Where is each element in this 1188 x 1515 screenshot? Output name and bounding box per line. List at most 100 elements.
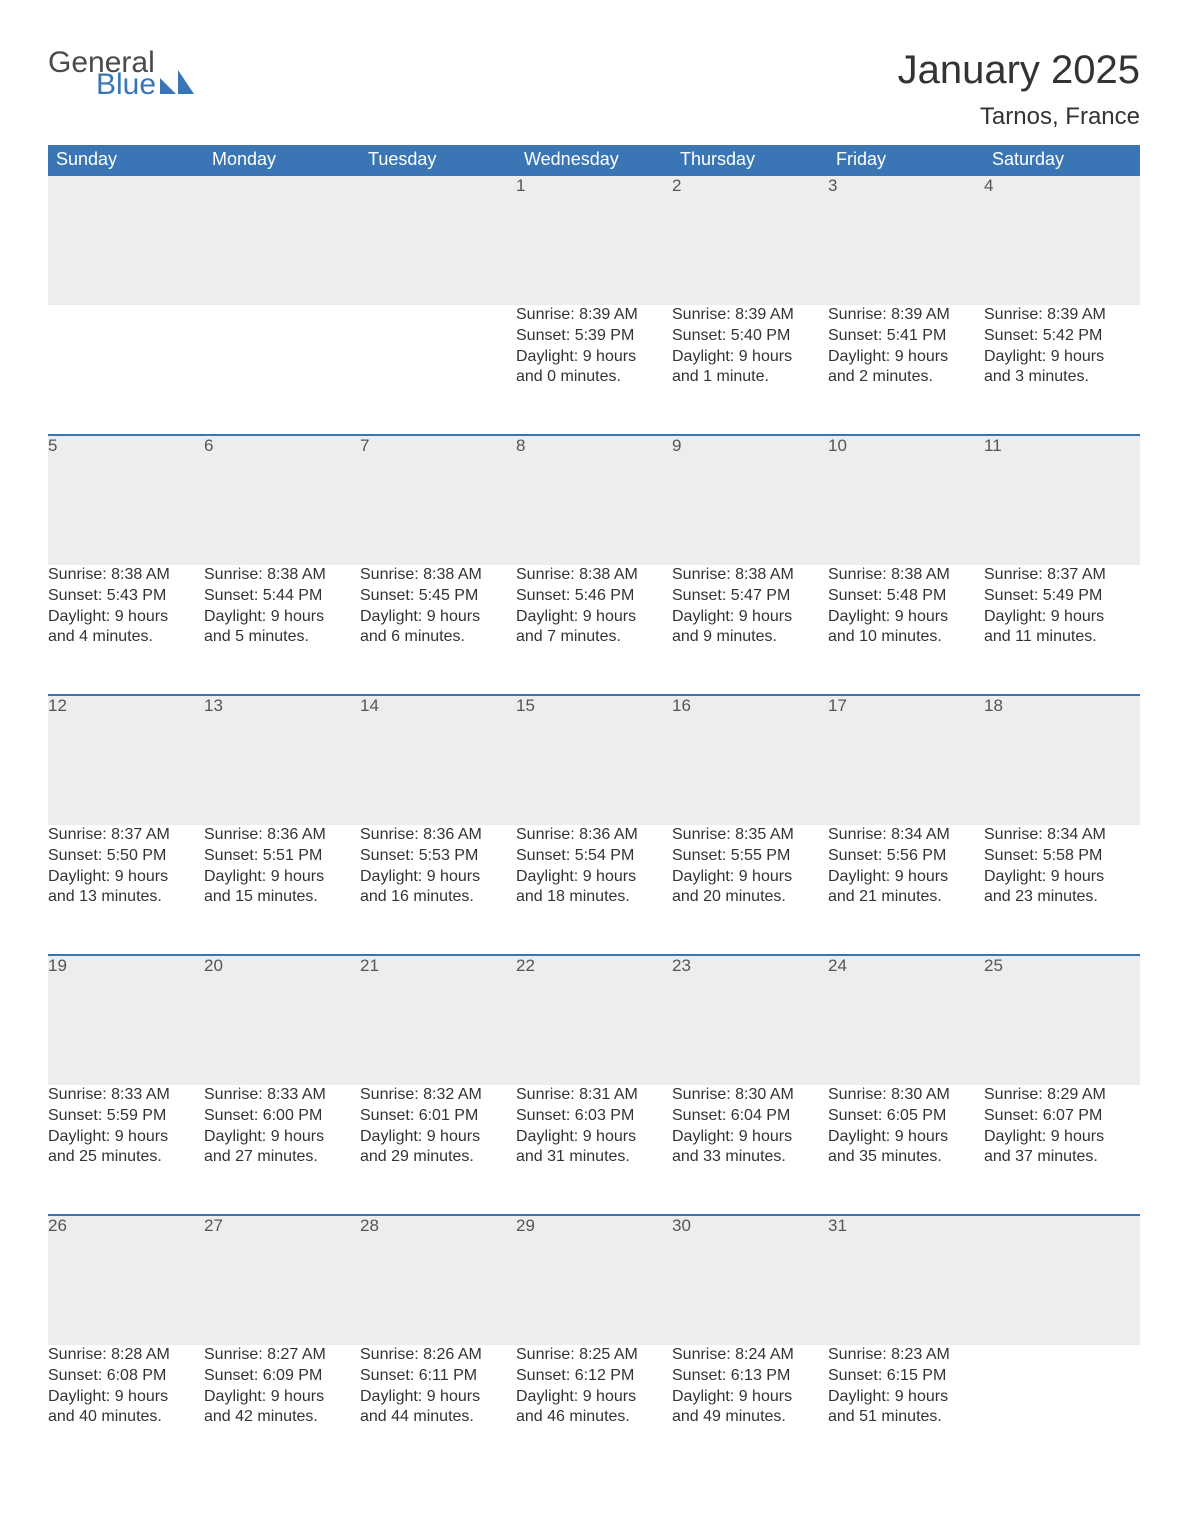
sunrise-text: Sunrise: 8:39 AM [672,305,828,326]
sunset-text: Sunset: 6:01 PM [360,1106,516,1127]
sunset-text: Sunset: 6:03 PM [516,1106,672,1127]
daylight2-text: and 7 minutes. [516,627,672,648]
daylight1-text: Daylight: 9 hours [984,347,1140,368]
sunrise-text: Sunrise: 8:39 AM [516,305,672,326]
day-number: 17 [828,695,984,825]
sunset-text: Sunset: 6:15 PM [828,1366,984,1387]
calendar-table: Sunday Monday Tuesday Wednesday Thursday… [48,145,1140,1475]
day-data-row: Sunrise: 8:38 AMSunset: 5:43 PMDaylight:… [48,565,1140,695]
daylight1-text: Daylight: 9 hours [360,607,516,628]
sunset-text: Sunset: 6:07 PM [984,1106,1140,1127]
day-cell: Sunrise: 8:30 AMSunset: 6:05 PMDaylight:… [828,1085,984,1215]
daylight1-text: Daylight: 9 hours [828,1127,984,1148]
sunrise-text: Sunrise: 8:33 AM [204,1085,360,1106]
daylight1-text: Daylight: 9 hours [828,347,984,368]
empty-cell [984,1345,1140,1475]
day-cell: Sunrise: 8:39 AMSunset: 5:40 PMDaylight:… [672,305,828,435]
sunrise-text: Sunrise: 8:38 AM [48,565,204,586]
day-number: 7 [360,435,516,565]
daylight2-text: and 20 minutes. [672,887,828,908]
day-number: 3 [828,175,984,305]
daylight2-text: and 21 minutes. [828,887,984,908]
sunset-text: Sunset: 5:47 PM [672,586,828,607]
logo-text-blue: Blue [96,70,156,100]
daylight2-text: and 25 minutes. [48,1147,204,1168]
sunrise-text: Sunrise: 8:35 AM [672,825,828,846]
logo: General Blue [48,48,194,100]
daylight2-text: and 33 minutes. [672,1147,828,1168]
day-number: 31 [828,1215,984,1345]
day-number: 19 [48,955,204,1085]
weekday-header-row: Sunday Monday Tuesday Wednesday Thursday… [48,145,1140,175]
day-cell: Sunrise: 8:39 AMSunset: 5:42 PMDaylight:… [984,305,1140,435]
sunset-text: Sunset: 5:46 PM [516,586,672,607]
daylight1-text: Daylight: 9 hours [48,1387,204,1408]
sunset-text: Sunset: 5:56 PM [828,846,984,867]
sunset-text: Sunset: 6:13 PM [672,1366,828,1387]
daylight2-text: and 11 minutes. [984,627,1140,648]
sunrise-text: Sunrise: 8:38 AM [516,565,672,586]
day-data-row: Sunrise: 8:37 AMSunset: 5:50 PMDaylight:… [48,825,1140,955]
daylight1-text: Daylight: 9 hours [672,1387,828,1408]
daylight1-text: Daylight: 9 hours [516,1127,672,1148]
day-cell: Sunrise: 8:34 AMSunset: 5:58 PMDaylight:… [984,825,1140,955]
day-cell: Sunrise: 8:38 AMSunset: 5:47 PMDaylight:… [672,565,828,695]
daylight2-text: and 35 minutes. [828,1147,984,1168]
sunrise-text: Sunrise: 8:37 AM [984,565,1140,586]
sunset-text: Sunset: 5:42 PM [984,326,1140,347]
daynum-row: 1234 [48,175,1140,305]
daynum-row: 567891011 [48,435,1140,565]
day-number: 5 [48,435,204,565]
col-sunday: Sunday [48,145,204,175]
daylight1-text: Daylight: 9 hours [48,607,204,628]
daylight1-text: Daylight: 9 hours [516,347,672,368]
sunset-text: Sunset: 5:54 PM [516,846,672,867]
sunrise-text: Sunrise: 8:38 AM [672,565,828,586]
day-cell: Sunrise: 8:38 AMSunset: 5:44 PMDaylight:… [204,565,360,695]
sunrise-text: Sunrise: 8:30 AM [672,1085,828,1106]
sunset-text: Sunset: 6:00 PM [204,1106,360,1127]
day-cell: Sunrise: 8:38 AMSunset: 5:45 PMDaylight:… [360,565,516,695]
daylight2-text: and 23 minutes. [984,887,1140,908]
title-block: January 2025 Tarnos, France [898,48,1140,131]
day-cell: Sunrise: 8:27 AMSunset: 6:09 PMDaylight:… [204,1345,360,1475]
flag-icon [160,70,194,94]
sunrise-text: Sunrise: 8:36 AM [516,825,672,846]
day-number: 15 [516,695,672,825]
day-number: 18 [984,695,1140,825]
day-number: 22 [516,955,672,1085]
day-number: 4 [984,175,1140,305]
day-number: 27 [204,1215,360,1345]
day-cell: Sunrise: 8:32 AMSunset: 6:01 PMDaylight:… [360,1085,516,1215]
daylight1-text: Daylight: 9 hours [204,1127,360,1148]
sunset-text: Sunset: 5:40 PM [672,326,828,347]
daylight1-text: Daylight: 9 hours [984,1127,1140,1148]
daylight2-text: and 27 minutes. [204,1147,360,1168]
daylight2-text: and 10 minutes. [828,627,984,648]
day-cell: Sunrise: 8:33 AMSunset: 6:00 PMDaylight:… [204,1085,360,1215]
daylight1-text: Daylight: 9 hours [984,867,1140,888]
sunrise-text: Sunrise: 8:37 AM [48,825,204,846]
sunrise-text: Sunrise: 8:27 AM [204,1345,360,1366]
day-number: 10 [828,435,984,565]
sunrise-text: Sunrise: 8:26 AM [360,1345,516,1366]
day-cell: Sunrise: 8:35 AMSunset: 5:55 PMDaylight:… [672,825,828,955]
day-number: 9 [672,435,828,565]
sunrise-text: Sunrise: 8:39 AM [828,305,984,326]
sunset-text: Sunset: 5:49 PM [984,586,1140,607]
daylight2-text: and 9 minutes. [672,627,828,648]
empty-cell [204,305,360,435]
daylight1-text: Daylight: 9 hours [204,1387,360,1408]
daylight1-text: Daylight: 9 hours [516,1387,672,1408]
daynum-row: 12131415161718 [48,695,1140,825]
daylight1-text: Daylight: 9 hours [48,1127,204,1148]
empty-cell [204,175,360,305]
daylight2-text: and 40 minutes. [48,1407,204,1428]
daylight2-text: and 49 minutes. [672,1407,828,1428]
day-cell: Sunrise: 8:29 AMSunset: 6:07 PMDaylight:… [984,1085,1140,1215]
sunrise-text: Sunrise: 8:36 AM [360,825,516,846]
sunset-text: Sunset: 5:59 PM [48,1106,204,1127]
daylight2-text: and 6 minutes. [360,627,516,648]
day-number: 6 [204,435,360,565]
sunrise-text: Sunrise: 8:38 AM [360,565,516,586]
